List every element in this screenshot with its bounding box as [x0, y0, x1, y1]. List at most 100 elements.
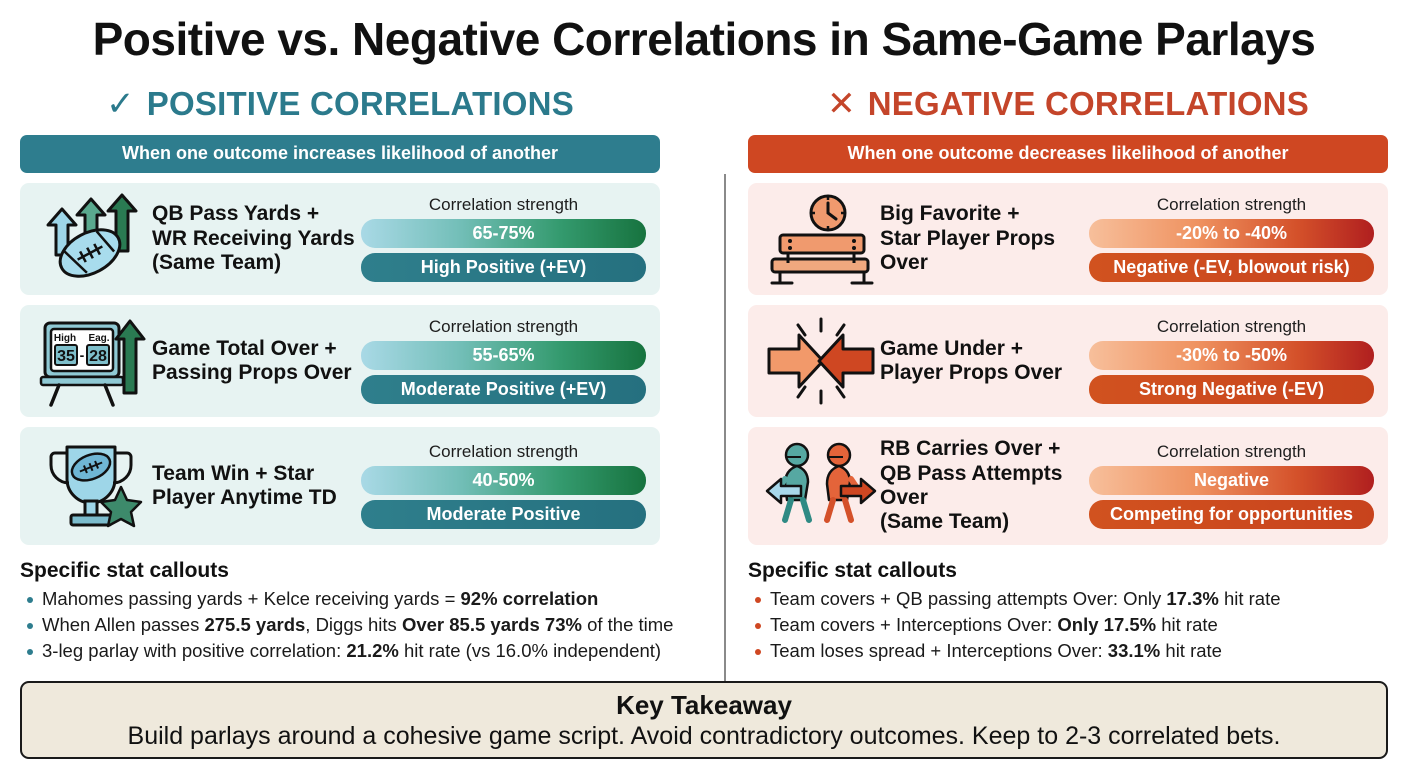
card-label-line: Star Player Props Over [880, 226, 1056, 275]
card-label-line: QB Pass Attempts Over [880, 461, 1063, 509]
card-label-line: RB Carries Over + [880, 437, 1061, 461]
football-arrows-up-icon [34, 191, 152, 287]
positive-card-1[interactable]: QB Pass Yards + WR Receiving Yards (Same T… [20, 182, 660, 295]
negative-card-2-label: Game Under + Player Props Over [880, 337, 1089, 386]
card-label-line: QB Pass Yards + [152, 202, 320, 226]
callout-text: When Allen passes [42, 614, 205, 636]
scoreboard-home-score: 35 [57, 348, 75, 365]
callout-emphasis: 275.5 yards [204, 614, 306, 636]
negative-card-3[interactable]: RB Carries Over + QB Pass Attempts Over (S… [748, 426, 1388, 545]
negative-column: ✕ NEGATIVE CORRELATIONS When one outcome… [704, 82, 1388, 665]
strength-title: Correlation strength [428, 441, 579, 461]
callout-text: hit rate [1160, 640, 1222, 662]
scoreboard-separator: - [80, 347, 85, 363]
callout-emphasis: Over 85.5 yards 73% [401, 614, 582, 636]
verdict-bar: High Positive (+EV) [361, 253, 646, 283]
callout-emphasis: 21.2% [346, 640, 399, 662]
positive-banner: When one outcome increases likelihood of… [20, 134, 660, 173]
callout-item: When Allen passes 275.5 yards, Diggs hit… [20, 612, 673, 638]
positive-card-2-label: Game Total Over + Passing Props Over [152, 337, 361, 386]
callout-item: Team loses spread + Interceptions Over: … [748, 638, 1388, 664]
card-label-line: Player Anytime TD [152, 485, 337, 509]
page-title: Positive vs. Negative Correlations in Sa… [92, 13, 1316, 65]
columns-container: ✓ POSITIVE CORRELATIONS When one outcome… [20, 82, 1388, 740]
cross-icon: ✕ [827, 84, 856, 123]
callout-item: Team covers + Interceptions Over: Only 1… [748, 612, 1388, 638]
strength-title: Correlation strength [1156, 441, 1307, 461]
strength-title: Correlation strength [428, 194, 579, 214]
card-label-line: (Same Team) [880, 510, 1010, 534]
negative-column-heading: ✕ NEGATIVE CORRELATIONS [748, 82, 1388, 126]
callout-emphasis: 17.3% [1166, 587, 1219, 609]
key-takeaway-footer: Key Takeaway Build parlays around a cohe… [20, 681, 1388, 759]
strength-range-bar: 55-65% [361, 341, 646, 371]
positive-callouts-list: Mahomes passing yards + Kelce receiving … [20, 586, 673, 665]
strength-range-bar: 40-50% [361, 466, 646, 496]
bullet-dot [755, 623, 761, 630]
callout-item: Team covers + QB passing attempts Over: … [748, 586, 1388, 612]
negative-banner: When one outcome decreases likelihood of… [748, 134, 1388, 173]
negative-card-2-strength: Correlation strength -30% to -50% Strong… [1089, 316, 1374, 405]
callout-text: hit rate (vs 16.0% independent) [398, 640, 662, 662]
callout-item: 3-leg parlay with positive correlation: … [20, 638, 662, 664]
bullet-dot [27, 623, 33, 630]
positive-card-1-strength: Correlation strength 65-75% High Positiv… [361, 194, 646, 283]
positive-card-3-label: Team Win + Star Player Anytime TD [152, 462, 361, 511]
strength-range-bar: -20% to -40% [1089, 219, 1374, 249]
callout-text: Team loses spread + Interceptions Over: [770, 640, 1108, 662]
negative-card-3-label: RB Carries Over + QB Pass Attempts Over (S… [880, 437, 1089, 534]
strength-title: Correlation strength [1156, 194, 1307, 214]
strength-title: Correlation strength [428, 316, 579, 336]
card-label-line: Big Favorite + [880, 202, 1020, 226]
card-label-line: Game Total Over + [152, 336, 337, 360]
negative-callouts-list: Team covers + QB passing attempts Over: … [748, 586, 1388, 665]
callout-text: 3-leg parlay with positive correlation: [42, 640, 347, 662]
verdict-bar: Strong Negative (-EV) [1089, 375, 1374, 405]
positive-column: ✓ POSITIVE CORRELATIONS When one outcome… [20, 82, 704, 665]
card-label-line: Player Props Over [880, 360, 1063, 384]
callout-text: hit rate [1218, 587, 1281, 609]
scoreboard-home-abbr: High [54, 333, 76, 344]
colliding-arrows-icon [762, 313, 880, 409]
callout-text: Team covers + QB passing attempts Over: … [770, 587, 1167, 609]
callout-text: of the time [581, 614, 674, 636]
column-divider [724, 173, 726, 740]
negative-card-2[interactable]: Game Under + Player Props Over Correlatio… [748, 304, 1388, 417]
negative-heading-label: NEGATIVE CORRELATIONS [867, 84, 1309, 122]
scoreboard-away-score: 28 [89, 348, 107, 365]
positive-card-3-strength: Correlation strength 40-50% Moderate Pos… [361, 441, 646, 530]
verdict-bar: Moderate Positive [361, 500, 646, 530]
positive-card-3[interactable]: Team Win + Star Player Anytime TD Correla… [20, 426, 660, 545]
verdict-bar: Negative (-EV, blowout risk) [1089, 253, 1374, 283]
positive-callouts: Specific stat callouts Mahomes passing y… [20, 558, 673, 665]
scoreboard-away-abbr: Eag. [88, 333, 109, 344]
card-label-line: Team Win + Star [152, 461, 315, 485]
positive-card-2[interactable]: High Eag. 35 28 - Game Total Over + Passi… [20, 304, 660, 417]
negative-card-1-label: Big Favorite + Star Player Props Over [880, 202, 1089, 275]
negative-callouts-title: Specific stat callouts [748, 558, 957, 582]
bench-clock-icon [762, 191, 880, 287]
negative-card-1[interactable]: Big Favorite + Star Player Props Over Cor… [748, 182, 1388, 295]
strength-range-bar: -30% to -50% [1089, 341, 1374, 371]
positive-column-heading: ✓ POSITIVE CORRELATIONS [20, 82, 660, 126]
callout-item: Mahomes passing yards + Kelce receiving … [20, 586, 660, 612]
strength-range-bar: Negative [1089, 466, 1374, 496]
negative-card-3-strength: Correlation strength Negative Competing … [1089, 441, 1374, 530]
positive-card-2-strength: Correlation strength 55-65% Moderate Pos… [361, 316, 646, 405]
strength-title: Correlation strength [1156, 316, 1307, 336]
card-label-line: (Same Team) [152, 251, 282, 275]
negative-card-1-strength: Correlation strength -20% to -40% Negati… [1089, 194, 1374, 283]
positive-heading-label: POSITIVE CORRELATIONS [146, 84, 574, 122]
callout-text: Team covers + Interceptions Over: [770, 614, 1058, 636]
callout-emphasis: 33.1% [1107, 640, 1161, 662]
bullet-dot [27, 649, 33, 656]
positive-callouts-title: Specific stat callouts [20, 558, 229, 582]
callout-text: hit rate [1156, 614, 1218, 636]
trophy-star-icon [34, 438, 152, 534]
verdict-bar: Moderate Positive (+EV) [361, 375, 646, 405]
callout-text: Mahomes passing yards + Kelce receiving … [42, 587, 461, 609]
negative-callouts: Specific stat callouts Team covers + QB … [748, 559, 1388, 665]
callout-text: , Diggs hits [305, 614, 402, 636]
card-label-line: Game Under + [880, 336, 1023, 360]
